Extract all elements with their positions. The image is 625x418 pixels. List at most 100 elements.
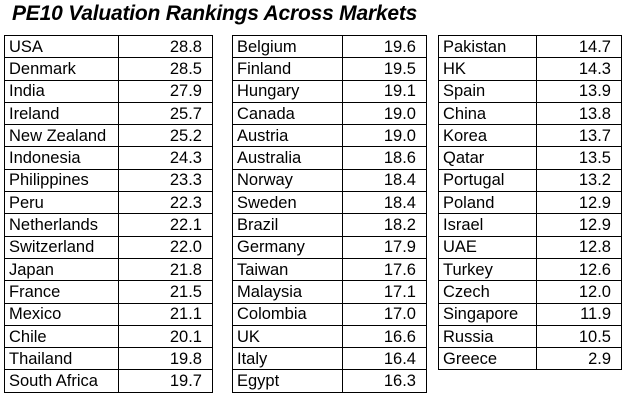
country-cell: Egypt: [232, 369, 343, 393]
country-cell: Norway: [232, 168, 343, 193]
country-cell: Hungary: [232, 79, 343, 103]
table-row: Japan 21.8: [4, 257, 213, 282]
pe10-value-cell: 23.3: [118, 168, 213, 193]
rankings-table-1: USA 28.8 Denmark 28.5 India 27.9 Ireland 25.7 Ne…: [4, 34, 213, 393]
pe10-value-cell: 12.6: [536, 257, 622, 282]
pe10-value-cell: 17.1: [342, 280, 427, 304]
country-cell: France: [4, 280, 119, 304]
pe10-value-cell: 21.8: [118, 257, 213, 282]
table-row: Philippines 23.3: [4, 168, 213, 193]
pe10-value-cell: 17.9: [342, 235, 427, 259]
table-row: Portugal 13.2: [438, 168, 622, 193]
table-row: USA 28.8: [4, 34, 213, 59]
pe10-value-cell: 21.5: [118, 280, 213, 304]
pe10-value-cell: 19.6: [342, 34, 427, 59]
pe10-value-cell: 16.4: [342, 347, 427, 371]
country-cell: Malaysia: [232, 280, 343, 304]
pe10-value-cell: 14.7: [536, 34, 622, 59]
table-row: Russia 10.5: [438, 324, 622, 349]
country-cell: Canada: [232, 101, 343, 126]
table-row: Thailand 19.8: [4, 347, 213, 371]
table-row: Finland 19.5: [232, 57, 427, 81]
table-row: Hungary 19.1: [232, 79, 427, 103]
pe10-value-cell: 22.3: [118, 191, 213, 215]
table-row: Spain 13.9: [438, 79, 622, 103]
table-row: France 21.5: [4, 280, 213, 304]
country-cell: Thailand: [4, 347, 119, 371]
country-cell: New Zealand: [4, 124, 119, 148]
country-cell: Brazil: [232, 213, 343, 237]
table-row: Czech 12.0: [438, 280, 622, 304]
pe10-value-cell: 21.1: [118, 302, 213, 326]
table-row: Austria 19.0: [232, 124, 427, 148]
country-cell: Greece: [438, 347, 537, 371]
pe10-value-cell: 13.5: [536, 146, 622, 170]
table-row: New Zealand 25.2: [4, 124, 213, 148]
pe10-value-cell: 12.8: [536, 235, 622, 259]
country-cell: Indonesia: [4, 146, 119, 170]
table-row: Belgium 19.6: [232, 34, 427, 59]
pe10-value-cell: 12.0: [536, 280, 622, 304]
pe10-value-cell: 28.8: [118, 34, 213, 59]
pe10-value-cell: 19.5: [342, 57, 427, 81]
table-row: Taiwan 17.6: [232, 257, 427, 282]
pe10-value-cell: 16.3: [342, 369, 427, 393]
country-cell: Austria: [232, 124, 343, 148]
table-row: Germany 17.9: [232, 235, 427, 259]
pe10-value-cell: 27.9: [118, 79, 213, 103]
country-cell: Pakistan: [438, 34, 537, 59]
table-row: Denmark 28.5: [4, 57, 213, 81]
table-row: Canada 19.0: [232, 101, 427, 126]
country-cell: Peru: [4, 191, 119, 215]
pe10-value-cell: 12.9: [536, 213, 622, 237]
table-row: Switzerland 22.0: [4, 235, 213, 259]
country-cell: Singapore: [438, 302, 537, 326]
pe10-value-cell: 18.6: [342, 146, 427, 170]
pe10-value-cell: 20.1: [118, 324, 213, 349]
table-row: China 13.8: [438, 101, 622, 126]
country-cell: Turkey: [438, 257, 537, 282]
table-row: Mexico 21.1: [4, 302, 213, 326]
table-row: Italy 16.4: [232, 347, 427, 371]
country-cell: Netherlands: [4, 213, 119, 237]
pe10-value-cell: 18.2: [342, 213, 427, 237]
country-cell: Belgium: [232, 34, 343, 59]
country-cell: Russia: [438, 324, 537, 349]
table-row: Peru 22.3: [4, 191, 213, 215]
country-cell: Poland: [438, 191, 537, 215]
country-cell: Chile: [4, 324, 119, 349]
country-cell: USA: [4, 34, 119, 59]
pe10-value-cell: 19.1: [342, 79, 427, 103]
pe10-value-cell: 28.5: [118, 57, 213, 81]
table-row: Israel 12.9: [438, 213, 622, 237]
pe10-value-cell: 17.0: [342, 302, 427, 326]
country-cell: Denmark: [4, 57, 119, 81]
pe10-value-cell: 13.8: [536, 101, 622, 126]
table-row: Korea 13.7: [438, 124, 622, 148]
country-cell: Switzerland: [4, 235, 119, 259]
pe10-value-cell: 13.2: [536, 168, 622, 193]
chart-title: PE10 Valuation Rankings Across Markets: [12, 2, 418, 25]
pe10-value-cell: 19.7: [118, 369, 213, 393]
country-cell: Japan: [4, 257, 119, 282]
country-cell: Portugal: [438, 168, 537, 193]
table-row: Australia 18.6: [232, 146, 427, 170]
country-cell: India: [4, 79, 119, 103]
table-row: Singapore 11.9: [438, 302, 622, 326]
table-row: India 27.9: [4, 79, 213, 103]
country-cell: Sweden: [232, 191, 343, 215]
table-row: Indonesia 24.3: [4, 146, 213, 170]
table-row: UK 16.6: [232, 324, 427, 349]
country-cell: Australia: [232, 146, 343, 170]
pe10-value-cell: 19.8: [118, 347, 213, 371]
country-cell: Qatar: [438, 146, 537, 170]
pe10-value-cell: 18.4: [342, 191, 427, 215]
table-row: UAE 12.8: [438, 235, 622, 259]
table-row: Netherlands 22.1: [4, 213, 213, 237]
table-row: Ireland 25.7: [4, 101, 213, 126]
table-row: Greece 2.9: [438, 347, 622, 371]
table-row: South Africa 19.7: [4, 369, 213, 393]
country-cell: UAE: [438, 235, 537, 259]
country-cell: Ireland: [4, 101, 119, 126]
pe10-value-cell: 22.0: [118, 235, 213, 259]
